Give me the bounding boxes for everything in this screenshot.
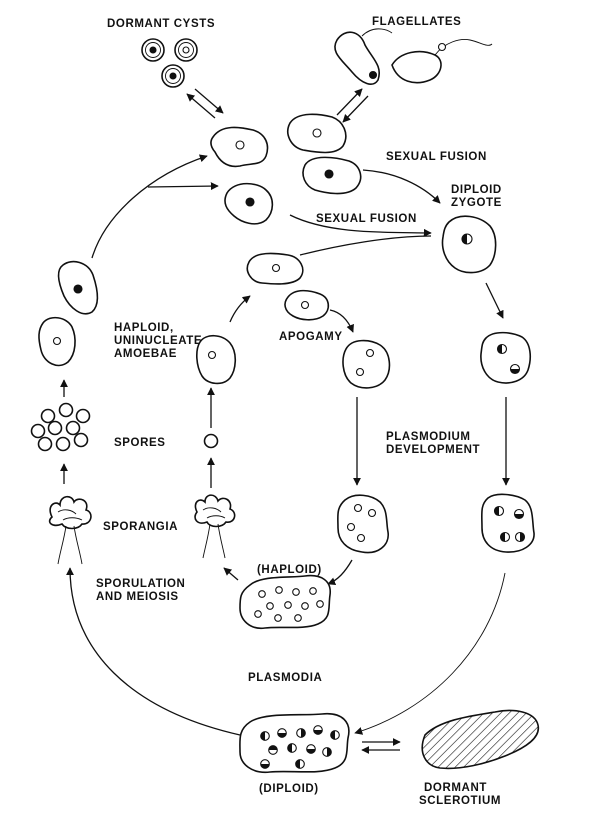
arrow-sexual-fusion-middle xyxy=(289,214,432,237)
arrow-amoeba-up-left xyxy=(91,154,208,259)
haploid-amoeba xyxy=(284,289,330,321)
label-sexual-fusion-top: SEXUAL FUSION xyxy=(386,151,487,163)
amoeba-flagellate-double-arrow xyxy=(336,88,369,123)
label-diploid-plasmodium: (DIPLOID) xyxy=(259,783,319,795)
label-development: DEVELOPMENT xyxy=(386,444,480,456)
arrow-inner-up xyxy=(229,295,251,323)
label-dormant-sclerotium-1: DORMANT xyxy=(424,782,487,794)
diploid-plasmodium-developing-4 xyxy=(480,493,535,553)
label-zygote: ZYGOTE xyxy=(451,197,502,209)
sporangium xyxy=(48,495,92,565)
sporangium xyxy=(194,494,236,559)
diploid-zygote xyxy=(441,215,497,274)
haploid-amoeba xyxy=(38,316,76,367)
flagellates xyxy=(334,28,493,85)
arrow-apogamy xyxy=(329,309,354,333)
label-and-meiosis: AND MEIOSIS xyxy=(96,591,179,603)
label-haploid-plasmodium: (HAPLOID) xyxy=(257,564,322,576)
haploid-amoeba xyxy=(302,156,362,195)
label-flagellates: FLAGELLATES xyxy=(372,16,461,28)
diploid-plasmodium xyxy=(239,713,350,774)
label-sporulation: SPORULATION xyxy=(96,578,185,590)
haploid-amoeba xyxy=(224,182,274,225)
spore-inner xyxy=(203,433,219,449)
haploid-plasmodium-developing xyxy=(337,494,389,554)
label-sexual-fusion-middle: SEXUAL FUSION xyxy=(316,213,417,225)
dormant-sclerotium xyxy=(421,709,540,770)
arrow-sexual-fusion-top xyxy=(362,169,441,204)
apogamy-amoeba-binucleate xyxy=(342,339,391,389)
arrow-to-haploid-plasmodium xyxy=(327,559,353,586)
haploid-amoeba xyxy=(246,252,304,285)
haploid-amoeba xyxy=(57,260,99,315)
arrow-sporulation-outer xyxy=(66,567,241,736)
label-dormant-sclerotium-2: SCLEROTIUM xyxy=(419,795,501,807)
haploid-plasmodium xyxy=(239,574,331,630)
label-dormant-cysts: DORMANT CYSTS xyxy=(107,18,215,30)
arrow-haploid-sporulation xyxy=(223,567,239,581)
label-amoebae: AMOEBAE xyxy=(114,348,177,360)
spores-group xyxy=(30,402,91,452)
diploid-plasmodium-developing xyxy=(480,331,532,384)
label-sporangia: SPORANGIA xyxy=(103,521,178,533)
label-diploid: DIPLOID xyxy=(451,184,502,196)
label-plasmodia: PLASMODIA xyxy=(248,672,322,684)
label-haploid: HAPLOID, xyxy=(114,322,174,334)
haploid-amoeba xyxy=(287,113,347,154)
haploid-amoeba xyxy=(196,334,237,385)
haploid-amoeba xyxy=(210,126,269,168)
arrow-zygote-to-plasmodium xyxy=(485,282,504,319)
arrow-to-diploid-plasmodium xyxy=(354,572,506,735)
label-spores: SPORES xyxy=(114,437,166,449)
arrow-sexual-fusion-inner xyxy=(299,235,432,256)
label-plasmodium: PLASMODIUM xyxy=(386,431,471,443)
label-uninucleate: UNINUCLEATE xyxy=(114,335,202,347)
plasmodium-sclerotium-double-arrow xyxy=(361,738,401,754)
arrow-to-amoeba xyxy=(147,182,219,191)
dormant-cysts xyxy=(141,38,198,88)
cyst-amoeba-double-arrow xyxy=(186,88,224,119)
label-apogamy: APOGAMY xyxy=(279,331,343,343)
